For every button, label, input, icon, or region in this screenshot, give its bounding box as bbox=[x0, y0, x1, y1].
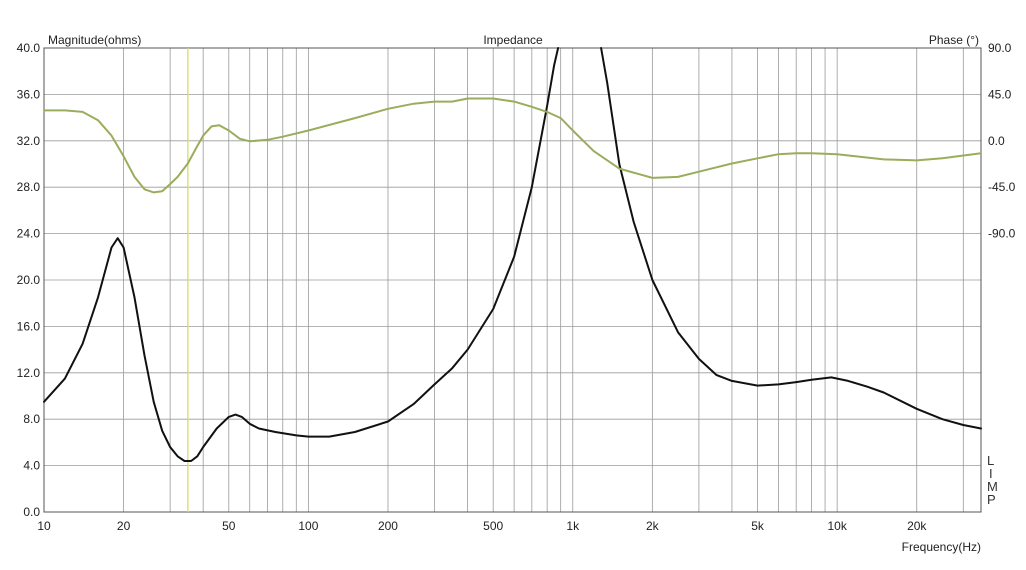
series-layer bbox=[43, 47, 982, 462]
magnitude-curve bbox=[43, 47, 560, 462]
y-tick-label: 40.0 bbox=[17, 41, 41, 55]
y-tick-label: 0.0 bbox=[23, 505, 40, 519]
y-tick-label: 4.0 bbox=[23, 459, 40, 473]
x-tick-label: 2k bbox=[646, 519, 660, 533]
x-tick-label: 5k bbox=[751, 519, 765, 533]
y2-axis-label: Phase (°) bbox=[929, 33, 979, 47]
x-tick-label: 10k bbox=[827, 519, 847, 533]
x-tick-label: 200 bbox=[378, 519, 398, 533]
y2-tick-label: 45.0 bbox=[988, 87, 1012, 101]
x-tick-labels: 10 20 50 100 200 500 1k 2k 5k 10k 20k bbox=[37, 519, 927, 533]
x-axis-label: Frequency(Hz) bbox=[902, 540, 981, 554]
phase-curve bbox=[43, 97, 982, 194]
y-tick-label: 12.0 bbox=[17, 366, 41, 380]
plot-frame bbox=[43, 47, 982, 513]
grid-layer bbox=[43, 47, 982, 513]
y-tick-label: 28.0 bbox=[17, 180, 41, 194]
y-tick-labels: 0.0 4.0 8.0 12.0 16.0 20.0 24.0 28.0 32.0 36.0 40.… bbox=[17, 41, 41, 519]
x-tick-label: 1k bbox=[566, 519, 580, 533]
y-axis-label: Magnitude(ohms) bbox=[48, 33, 141, 47]
x-tick-label: 100 bbox=[298, 519, 318, 533]
x-tick-label: 50 bbox=[222, 519, 236, 533]
y-tick-label: 24.0 bbox=[17, 227, 41, 241]
y2-tick-label: -90.0 bbox=[988, 227, 1016, 241]
y-tick-label: 20.0 bbox=[17, 273, 41, 287]
y-tick-label: 16.0 bbox=[17, 319, 41, 333]
chart-title: Impedance bbox=[483, 33, 543, 47]
magnitude-curve bbox=[600, 47, 982, 430]
y2-tick-label: 0.0 bbox=[988, 134, 1005, 148]
x-tick-label: 10 bbox=[37, 519, 51, 533]
side-label-m: M bbox=[987, 479, 998, 494]
side-label-p: P bbox=[987, 492, 996, 507]
y-tick-label: 32.0 bbox=[17, 134, 41, 148]
y-tick-label: 8.0 bbox=[23, 412, 40, 426]
y-tick-label: 36.0 bbox=[17, 87, 41, 101]
x-tick-label: 20k bbox=[907, 519, 927, 533]
y2-tick-label: -45.0 bbox=[988, 180, 1016, 194]
x-tick-label: 20 bbox=[117, 519, 131, 533]
side-label-i: I bbox=[989, 466, 993, 481]
x-tick-label: 500 bbox=[483, 519, 503, 533]
side-label-l: L bbox=[987, 453, 994, 468]
y2-tick-label: 90.0 bbox=[988, 41, 1012, 55]
y2-tick-labels: -90.0 -45.0 0.0 45.0 90.0 bbox=[988, 41, 1016, 241]
